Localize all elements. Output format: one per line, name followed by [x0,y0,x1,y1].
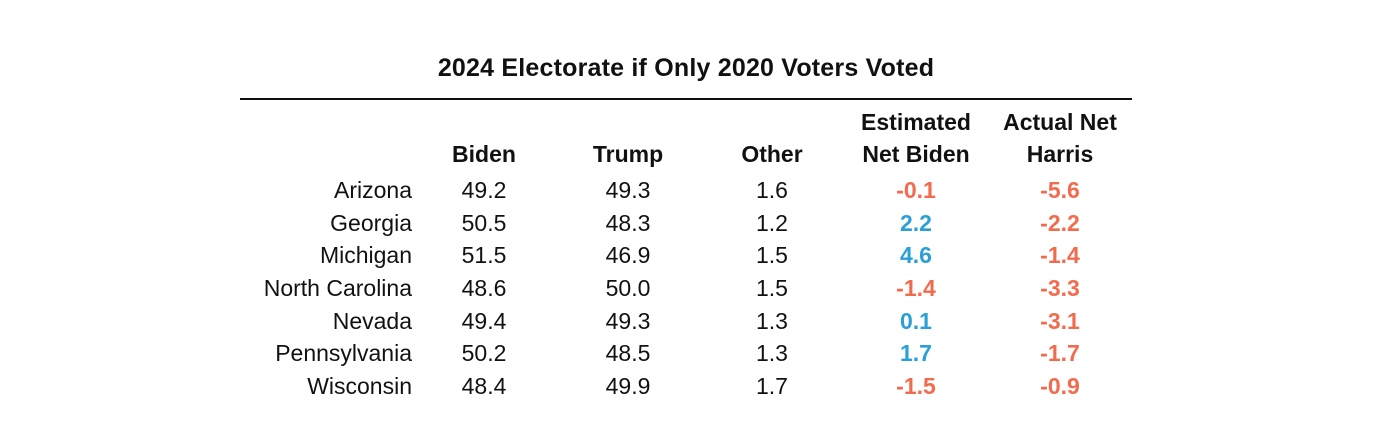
cell-est-net-biden: -0.1 [896,177,936,203]
cell-biden: 49.4 [461,307,507,334]
row-state-label: Georgia [330,209,412,236]
row-state-label: Nevada [332,307,412,334]
cell-trump: 49.3 [605,307,651,334]
cell-est-net-biden: 2.2 [900,209,932,236]
cell-actual-net-harris: -3.1 [1040,307,1080,334]
header-actual-net-harris-line-2: Harris [1026,141,1094,167]
cell-biden: 48.6 [461,275,507,301]
cell-biden: 49.2 [461,177,507,203]
header-est-net-biden-line-2: Net Biden [862,141,970,167]
cell-trump: 48.3 [605,209,651,236]
row-state-label: Michigan [319,242,412,269]
cell-trump: 49.3 [605,177,651,203]
cell-actual-net-harris: -1.7 [1040,340,1080,367]
cell-biden: 50.2 [461,340,507,367]
cell-est-net-biden: 0.1 [900,307,932,334]
row-state-label: Arizona [334,177,412,203]
cell-actual-net-harris: -5.6 [1040,177,1080,203]
cell-est-net-biden: 1.7 [900,340,932,367]
cell-actual-net-harris: -2.2 [1040,209,1080,236]
cell-actual-net-harris: -1.4 [1040,242,1080,269]
cell-est-net-biden: -1.5 [896,373,936,400]
cell-actual-net-harris: -3.3 [1040,275,1080,301]
title-rule [240,98,1132,100]
cell-other: 1.5 [756,242,788,269]
cell-other: 1.2 [756,209,788,236]
header-trump-line-1: Trump [592,141,664,167]
row-state-label: Pennsylvania [275,340,412,367]
cell-other: 1.3 [756,340,788,367]
cell-biden: 51.5 [461,242,507,269]
header-est-net-biden-line-1: Estimated [861,109,971,135]
cell-est-net-biden: 4.6 [900,242,932,269]
cell-biden: 50.5 [461,209,507,236]
header-other-line-1: Other [741,141,803,167]
cell-trump: 46.9 [605,242,651,269]
cell-trump: 48.5 [605,340,651,367]
header-biden-line-1: Biden [452,141,516,167]
cell-trump: 49.9 [605,373,651,400]
row-state-label: North Carolina [263,275,412,301]
cell-other: 1.6 [756,177,788,203]
cell-trump: 50.0 [605,275,651,301]
cell-other: 1.5 [756,275,788,301]
chart-title: 2024 Electorate if Only 2020 Voters Vote… [437,54,935,82]
cell-other: 1.3 [756,307,788,334]
cell-est-net-biden: -1.4 [896,275,936,301]
cell-biden: 48.4 [461,373,507,400]
cell-actual-net-harris: -0.9 [1040,373,1080,400]
cell-other: 1.7 [756,373,788,400]
row-state-label: Wisconsin [307,373,412,400]
header-actual-net-harris-line-1: Actual Net [1003,109,1117,135]
